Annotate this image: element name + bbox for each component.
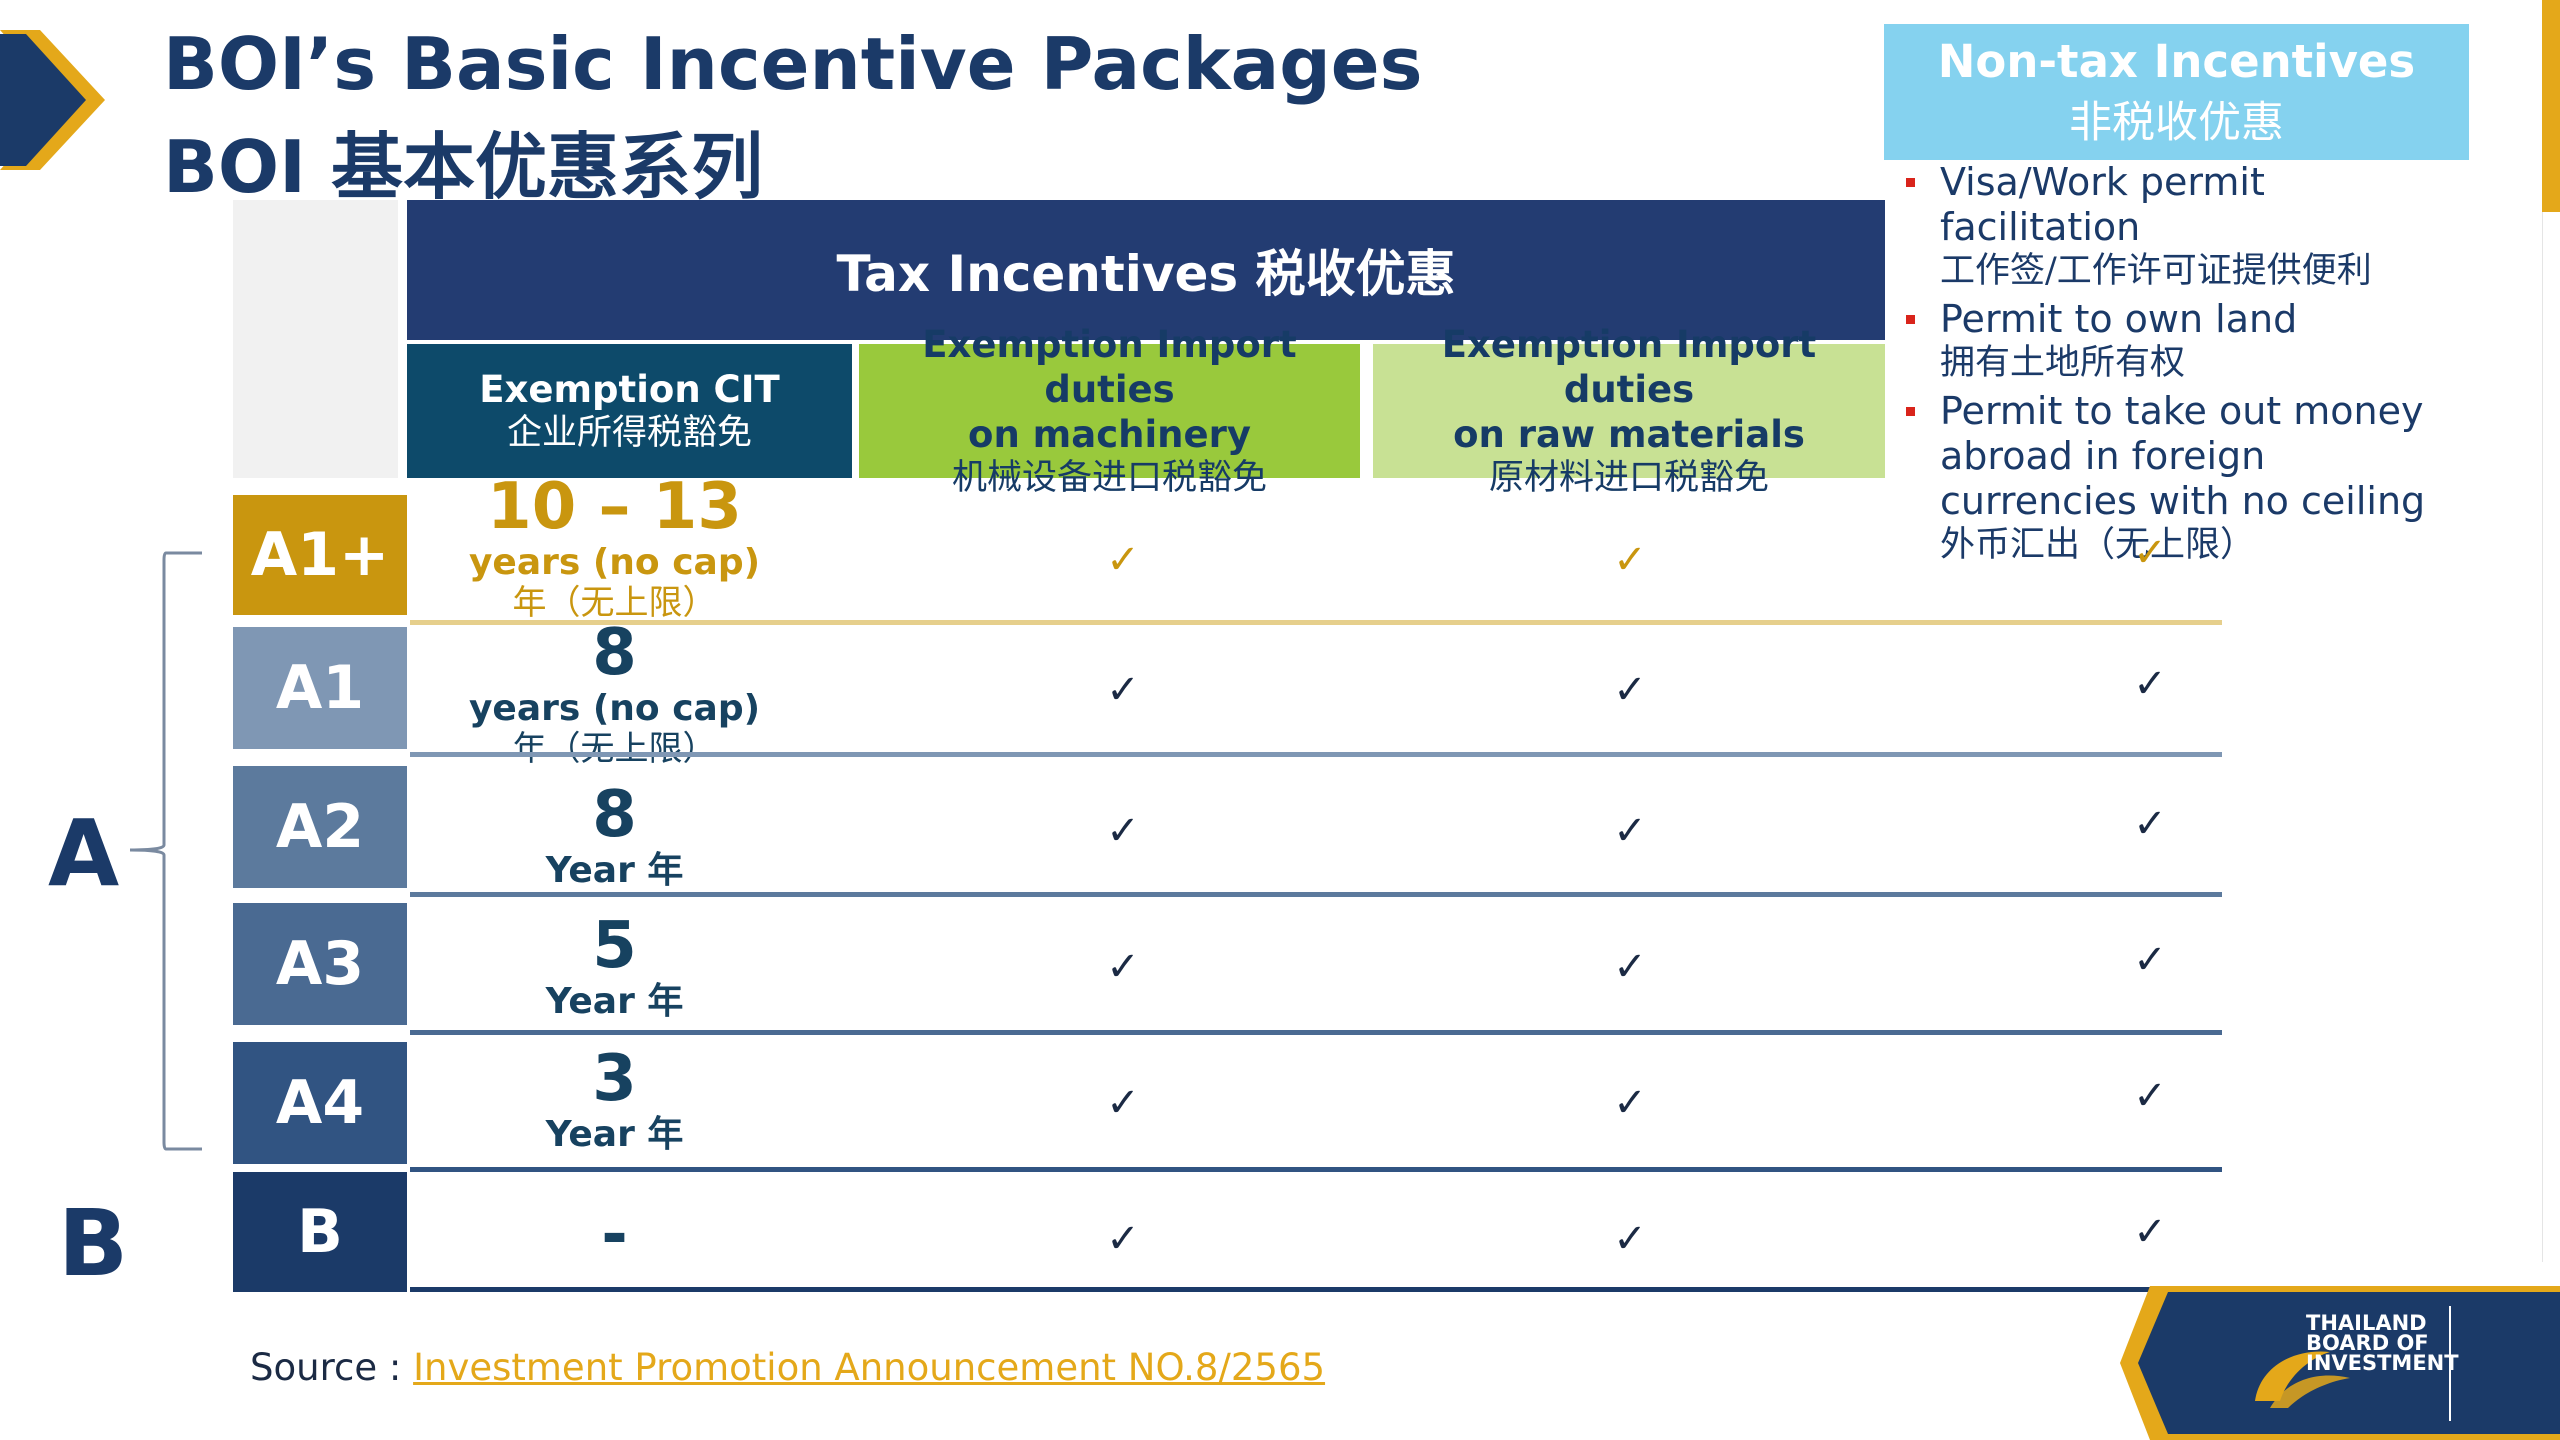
- cit-value-a1: 8 years (no cap) 年（无上限）: [407, 618, 822, 768]
- cit-years: 8: [592, 616, 637, 690]
- column-header-raw-materials: Exemption Import duties on raw materials…: [1373, 323, 1885, 498]
- column-title-chinese: 企业所得税豁免: [506, 413, 752, 454]
- edge-accent-gold: [2542, 0, 2560, 212]
- cit-unit-chinese: 年（无上限）: [512, 729, 717, 769]
- check-icon: ✓: [1106, 944, 1140, 990]
- group-b-label: B: [58, 1190, 129, 1297]
- row-label-text: B: [297, 1197, 343, 1267]
- row-label-a3: A3: [233, 903, 407, 1025]
- cit-value-b: -: [407, 1200, 822, 1270]
- column-title-chinese: 原材料进口税豁免: [1488, 458, 1769, 499]
- check-icon: ✓: [2133, 661, 2167, 707]
- edge-accent-panel: [2542, 212, 2560, 1262]
- non-tax-item-label-chinese: 外币汇出（无上限）: [1940, 525, 2256, 565]
- column-header-cit: Exemption CIT 企业所得税豁免: [407, 344, 852, 478]
- cit-years: 10 – 13: [487, 470, 742, 544]
- row-label-text: A2: [275, 792, 365, 862]
- cit-value-a2: 8 Year 年: [407, 780, 822, 892]
- row-label-text: A1: [275, 653, 365, 723]
- cit-value-a1-plus: 10 – 13 years (no cap) 年（无上限）: [407, 472, 822, 622]
- cit-value-a4: 3 Year 年: [407, 1044, 822, 1156]
- cit-years: -: [601, 1198, 628, 1272]
- group-a-label: A: [48, 800, 120, 907]
- non-tax-incentives-header: Non-tax Incentives 非税收优惠: [1884, 24, 2469, 160]
- corner-cell: [233, 200, 398, 478]
- column-title: Exemption Import duties: [1441, 322, 1817, 412]
- column-title-line2: on raw materials: [1453, 413, 1805, 457]
- boi-chevron-logo-icon: [0, 30, 105, 170]
- check-icon: ✓: [1613, 1216, 1647, 1262]
- check-icon: ✓: [1613, 808, 1647, 854]
- non-tax-title-chinese: 非税收优惠: [2069, 97, 2284, 148]
- row-divider: [410, 752, 2222, 757]
- row-label-a1: A1: [233, 627, 407, 749]
- check-icon: ✓: [2133, 1073, 2167, 1119]
- source-link[interactable]: Investment Promotion Announcement NO.8/2…: [413, 1346, 1326, 1389]
- check-icon: ✓: [1106, 808, 1140, 854]
- check-icon: ✓: [1106, 1216, 1140, 1262]
- cit-unit: years (no cap): [468, 688, 761, 729]
- non-tax-list: Visa/Work permit facilitation 工作签/工作许可证提…: [1900, 160, 2445, 571]
- source-note: Source : Investment Promotion Announceme…: [250, 1346, 1325, 1389]
- row-label-text: A4: [275, 1068, 365, 1138]
- logo-text-line2: BOARD OF: [2306, 1331, 2429, 1355]
- check-icon: ✓: [1613, 537, 1647, 583]
- row-divider: [410, 620, 2222, 625]
- logo-text-line3: INVESTMENT: [2306, 1351, 2459, 1375]
- non-tax-item-label: Permit to own land: [1940, 297, 2298, 341]
- cit-unit: Year 年: [545, 1114, 684, 1155]
- column-title-chinese: 机械设备进口税豁免: [951, 458, 1267, 499]
- cit-years: 5: [592, 909, 637, 983]
- non-tax-item: Visa/Work permit facilitation 工作签/工作许可证提…: [1900, 160, 2445, 293]
- check-icon: ✓: [1106, 1080, 1140, 1126]
- check-icon: ✓: [1613, 944, 1647, 990]
- non-tax-title: Non-tax Incentives: [1937, 34, 2416, 88]
- check-icon: ✓: [2133, 530, 2167, 576]
- cit-unit: Year 年: [545, 981, 684, 1022]
- check-icon: ✓: [1613, 1080, 1647, 1126]
- check-icon: ✓: [2133, 1209, 2167, 1255]
- non-tax-item-label-chinese: 工作签/工作许可证提供便利: [1940, 251, 2372, 291]
- row-label-a2: A2: [233, 766, 407, 888]
- cit-unit: years (no cap): [468, 542, 761, 583]
- column-title-line2: on machinery: [968, 413, 1251, 457]
- cit-unit: Year 年: [545, 850, 684, 891]
- row-divider: [410, 1030, 2222, 1035]
- row-label-b: B: [233, 1172, 407, 1292]
- logo-text-line1: THAILAND: [2306, 1311, 2427, 1335]
- source-label: Source :: [250, 1346, 414, 1389]
- column-title: Exemption CIT: [479, 368, 780, 412]
- column-title: Exemption Import duties: [922, 322, 1297, 412]
- non-tax-item: Permit to take out money abroad in forei…: [1900, 389, 2445, 567]
- tax-incentives-header: Tax Incentives 税收优惠: [407, 200, 1885, 340]
- row-divider: [410, 1287, 2222, 1292]
- boi-footer-badge: [2120, 1286, 2560, 1440]
- check-icon: ✓: [1106, 667, 1140, 713]
- column-header-machinery: Exemption Import duties on machinery 机械设…: [859, 323, 1360, 498]
- cit-unit-chinese: 年（无上限）: [512, 583, 717, 623]
- non-tax-item-label-chinese: 拥有土地所有权: [1940, 343, 2186, 383]
- cit-value-a3: 5 Year 年: [407, 911, 822, 1023]
- row-label-text: A3: [275, 929, 365, 999]
- non-tax-item-label: Visa/Work permit facilitation: [1940, 160, 2265, 249]
- non-tax-item: Permit to own land 拥有土地所有权: [1900, 297, 2445, 385]
- row-divider: [410, 892, 2222, 897]
- cit-years: 3: [592, 1042, 637, 1116]
- check-icon: ✓: [1613, 667, 1647, 713]
- row-label-a1-plus: A1+: [233, 495, 407, 615]
- cit-years: 8: [592, 778, 637, 852]
- check-icon: ✓: [2133, 801, 2167, 847]
- row-label-a4: A4: [233, 1042, 407, 1164]
- page-title: BOI’s Basic Incentive Packages: [163, 22, 1423, 106]
- row-label-text: A1+: [250, 520, 390, 590]
- non-tax-item-label: Permit to take out money abroad in forei…: [1940, 389, 2426, 523]
- page-title-chinese: BOI 基本优惠系列: [163, 125, 763, 209]
- check-icon: ✓: [1106, 537, 1140, 583]
- check-icon: ✓: [2133, 937, 2167, 983]
- group-a-brace-icon: [129, 551, 202, 1151]
- row-divider: [410, 1167, 2222, 1172]
